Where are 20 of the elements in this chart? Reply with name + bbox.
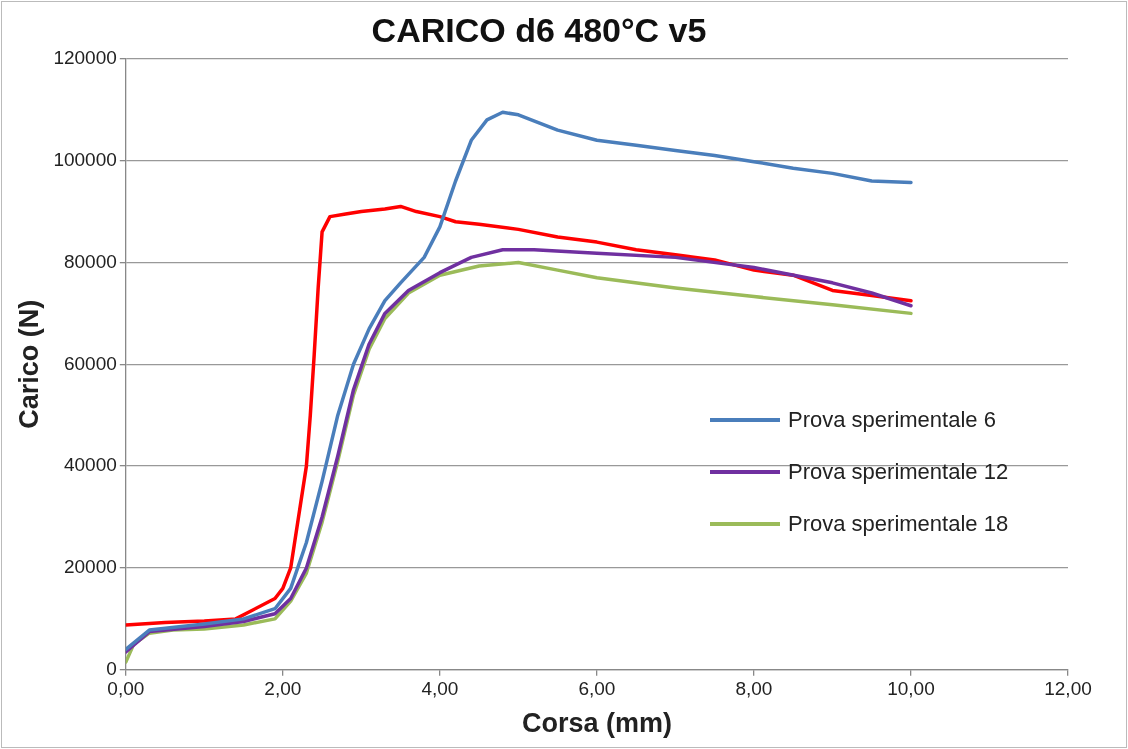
chart-title: CARICO d6 480°C v5 (371, 10, 707, 49)
x-tick-label: 10,00 (887, 678, 935, 700)
y-tick-label: 0 (106, 658, 117, 680)
x-tick-label: 8,00 (735, 678, 773, 700)
legend-label: Prova sperimentale 6 (788, 407, 996, 434)
y-tick-label: 120000 (53, 47, 117, 69)
legend-label: Prova sperimentale 18 (788, 511, 1009, 538)
y-tick-label: 100000 (53, 148, 117, 170)
y-tick-label: 20000 (63, 556, 117, 578)
x-tick-label: 4,00 (421, 678, 459, 700)
x-tick-label: 0,00 (107, 678, 145, 700)
y-tick-label: 80000 (63, 250, 117, 272)
y-tick-label: 60000 (63, 352, 117, 374)
y-tick-label: 40000 (63, 454, 117, 476)
x-axis-title: Corsa (mm) (521, 708, 672, 739)
x-tick-label: 6,00 (578, 678, 616, 700)
legend-label: Prova sperimentale 12 (788, 459, 1009, 486)
y-axis-title: Carico (N) (13, 299, 44, 429)
x-tick-label: 2,00 (264, 678, 302, 700)
x-tick-label: 12,00 (1044, 678, 1092, 700)
